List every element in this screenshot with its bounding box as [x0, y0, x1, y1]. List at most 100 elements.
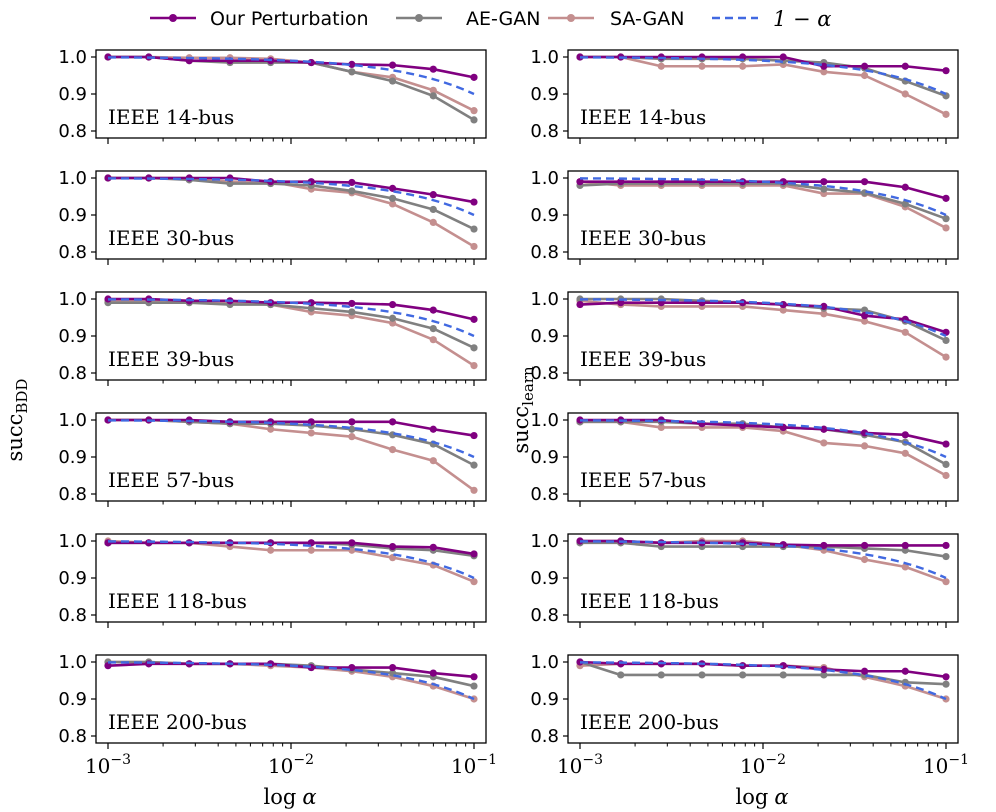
panel-8-point-sa-gan	[901, 449, 909, 457]
panel-5-point-sa-gan	[429, 336, 437, 344]
panel-10: 1.0 0.9 0.8 IEEE 118-bus	[530, 531, 959, 628]
panel-1-point-ae-gan	[388, 77, 397, 85]
panel-11-ytick-label: 1.0	[58, 652, 87, 673]
panel-4-point-ae-gan	[942, 215, 950, 223]
panel-12-title: IEEE 200-bus	[580, 710, 719, 734]
panel-5-point-our-perturbation	[104, 295, 112, 303]
panel-4-point-ae-gan	[901, 200, 909, 208]
panel-4-ytick-label: 0.8	[530, 242, 559, 263]
panel-11-point-our-perturbation	[470, 673, 478, 681]
panel-1-ytick-label: 0.8	[58, 121, 87, 142]
panel-3-point-ae-gan	[429, 205, 437, 214]
panel-10-point-sa-gan	[942, 578, 950, 586]
panel-2-point-sa-gan	[698, 62, 706, 70]
panel-2-point-our-perturbation	[820, 62, 828, 70]
panel-4-line-one-minus-alpha	[579, 177, 947, 217]
panel-8-point-sa-gan	[657, 423, 665, 431]
panel-11-point-our-perturbation	[348, 663, 356, 672]
panel-1: 1.0 0.9 0.8 IEEE 14-bus	[58, 47, 487, 144]
panel-10-point-our-perturbation	[942, 541, 950, 550]
panel-12-point-our-perturbation	[820, 665, 828, 674]
panel-9-point-sa-gan	[388, 554, 397, 562]
panel-12-xtick-label: 10−1	[923, 752, 969, 778]
panel-12-line-one-minus-alpha	[579, 661, 947, 701]
panel-3-point-sa-gan	[429, 218, 437, 226]
panel-6-point-sa-gan	[860, 317, 869, 325]
panel-2: 1.0 0.9 0.8 IEEE 14-bus	[530, 47, 959, 144]
y-axis-label-left-sub: BDD	[13, 379, 31, 414]
panel-9-line-one-minus-alpha	[107, 540, 475, 580]
panel-5-point-our-perturbation	[348, 299, 356, 308]
panel-8-point-our-perturbation	[820, 425, 828, 433]
panel-5-title: IEEE 39-bus	[108, 347, 234, 371]
panel-4-point-our-perturbation	[617, 178, 625, 186]
panel-8-point-sa-gan	[942, 471, 950, 480]
panel-12-point-ae-gan	[698, 671, 706, 679]
panel-1-point-sa-gan	[470, 107, 478, 115]
panel-2-point-our-perturbation	[860, 62, 869, 70]
x-axis-label-left-sym: α	[302, 785, 316, 809]
panel-7-point-our-perturbation	[470, 431, 478, 440]
panel-11-point-our-perturbation	[104, 662, 112, 670]
panel-5-line-one-minus-alpha	[107, 298, 475, 338]
panel-5: 1.0 0.9 0.8 IEEE 39-bus	[58, 289, 487, 386]
panel-3-title: IEEE 30-bus	[108, 226, 234, 250]
panel-3-point-ae-gan	[388, 194, 397, 202]
panel-3-point-our-perturbation	[104, 174, 112, 182]
panel-9-ytick-label: 1.0	[58, 531, 87, 552]
panel-6-point-sa-gan	[901, 328, 909, 336]
panel-3-line-one-minus-alpha	[107, 177, 475, 217]
panel-10-title: IEEE 118-bus	[580, 589, 719, 613]
y-axis-label-left-main: succ	[3, 414, 27, 462]
panel-8-line-one-minus-alpha	[579, 419, 947, 459]
panel-5-ytick-label: 1.0	[58, 289, 87, 310]
xtick-exponent: −3	[110, 752, 131, 768]
panel-9-line-our-perturbation	[108, 541, 475, 556]
panel-12-point-ae-gan	[739, 671, 747, 679]
panel-1-title: IEEE 14-bus	[108, 105, 234, 129]
y-axis-label-right-sub: learn	[519, 366, 537, 406]
panel-5-line-ae-gan	[108, 301, 475, 350]
legend-label-our-perturbation: Our Perturbation	[210, 8, 369, 30]
panel-9-point-our-perturbation	[348, 539, 356, 547]
panel-11-point-our-perturbation	[145, 660, 153, 668]
panel-12-ytick-label: 0.9	[530, 689, 559, 710]
panel-4-line-ae-gan	[579, 182, 947, 220]
panel-7-point-our-perturbation	[104, 416, 112, 424]
legend-label-ae-gan: AE-GAN	[466, 8, 541, 30]
panel-5-point-ae-gan	[429, 325, 437, 333]
panel-9-ytick-label: 0.9	[58, 568, 87, 589]
panel-11-point-our-perturbation	[429, 669, 437, 677]
legend: Our Perturbation AE-GAN SA-GAN 1 − α	[150, 7, 832, 31]
legend-label-sa-gan: SA-GAN	[610, 8, 684, 30]
panel-1-point-our-perturbation	[429, 65, 437, 73]
panel-12-point-ae-gan	[779, 671, 787, 679]
panel-2-point-our-perturbation	[942, 67, 950, 75]
panel-7-line-our-perturbation	[108, 418, 475, 437]
panel-9-point-sa-gan	[470, 578, 478, 586]
panel-11-point-ae-gan	[470, 682, 478, 690]
panel-5-ytick-label: 0.9	[58, 326, 87, 347]
panel-8-point-ae-gan	[942, 460, 950, 468]
panel-10-ytick-label: 0.9	[530, 568, 559, 589]
panel-3-point-ae-gan	[470, 225, 478, 233]
panel-10-point-our-perturbation	[576, 537, 584, 545]
panel-3-ytick-label: 0.9	[58, 205, 87, 226]
panel-6-line-one-minus-alpha	[579, 298, 947, 338]
panel-7: 1.0 0.9 0.8 IEEE 57-bus	[58, 410, 487, 507]
panel-3-point-sa-gan	[388, 200, 397, 208]
panel-10-point-our-perturbation	[820, 541, 828, 550]
panel-2-point-sa-gan	[657, 62, 665, 70]
panel-6-point-our-perturbation	[617, 299, 625, 307]
panel-4-point-ae-gan	[820, 185, 828, 193]
panel-5-point-ae-gan	[348, 308, 356, 316]
panel-11-ytick-label: 0.8	[58, 726, 87, 747]
panel-7-line-one-minus-alpha	[107, 419, 475, 459]
panel-4-point-our-perturbation	[820, 178, 828, 186]
panel-2-point-sa-gan	[739, 62, 747, 70]
panel-7-point-our-perturbation	[388, 418, 397, 426]
panel-4-ytick-label: 0.9	[530, 205, 559, 226]
panel-2-point-sa-gan	[860, 71, 869, 80]
panel-9-point-our-perturbation	[388, 542, 397, 551]
panel-1-point-ae-gan	[429, 92, 437, 100]
